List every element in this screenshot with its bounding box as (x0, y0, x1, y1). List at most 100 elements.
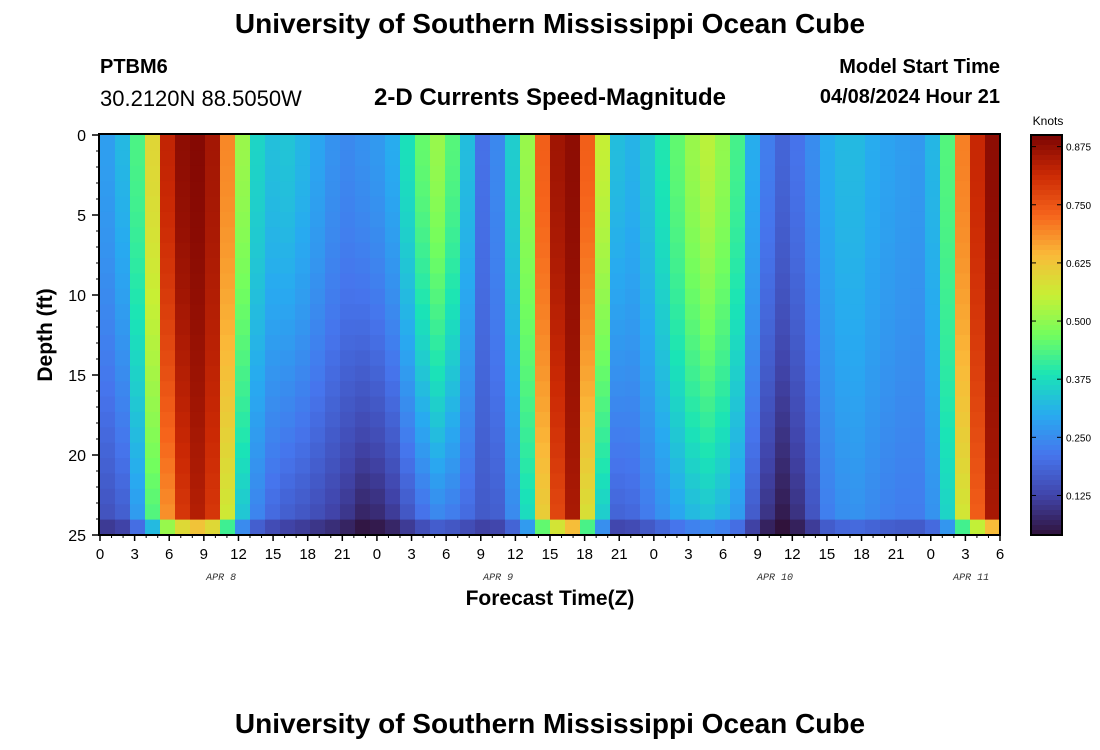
heat-cell (490, 242, 506, 259)
heat-cell (100, 473, 116, 490)
heat-cell (280, 165, 296, 182)
heat-cell (310, 181, 326, 198)
heat-cell (775, 288, 791, 305)
colorbar-segment (1031, 485, 1062, 491)
heat-cell (625, 319, 641, 336)
heat-cell (895, 381, 911, 398)
heat-cell (295, 242, 311, 259)
heat-cell (580, 304, 596, 321)
heat-cell (100, 181, 116, 198)
heat-cell (400, 304, 416, 321)
heat-cell (760, 473, 776, 490)
heat-cell (385, 427, 401, 444)
heat-cell (535, 458, 551, 475)
heat-cell (760, 258, 776, 275)
heat-cell (760, 396, 776, 413)
heat-cell (175, 473, 191, 490)
heat-cell (340, 350, 356, 367)
heat-cell (550, 304, 566, 321)
heat-cell (580, 273, 596, 290)
heat-cell (985, 258, 1001, 275)
heat-cell (295, 473, 311, 490)
heat-cell (475, 227, 491, 244)
heat-cell (985, 365, 1001, 382)
heat-cell (700, 150, 716, 167)
heat-cell (490, 519, 506, 536)
heat-cell (850, 365, 866, 382)
heat-cell (115, 504, 131, 521)
colorbar-segment (1031, 310, 1062, 316)
heat-cell (700, 504, 716, 521)
heat-cell (475, 442, 491, 459)
heat-cell (115, 365, 131, 382)
colorbar-segment (1031, 280, 1062, 286)
colorbar-segment (1031, 430, 1062, 436)
heat-cell (265, 519, 281, 536)
heat-cell (655, 427, 671, 444)
heat-cell (985, 165, 1001, 182)
heat-cell (985, 181, 1001, 198)
heat-cell (880, 381, 896, 398)
heat-cell (730, 319, 746, 336)
heat-cell (460, 258, 476, 275)
heat-cell (160, 350, 176, 367)
heat-cell (535, 427, 551, 444)
heat-cell (655, 165, 671, 182)
heat-cell (385, 150, 401, 167)
heat-cell (895, 488, 911, 505)
heat-cell (430, 335, 446, 351)
heat-cell (985, 488, 1001, 505)
heat-cell (970, 458, 986, 475)
heat-cell (445, 211, 461, 228)
heat-cell (385, 135, 401, 151)
heat-cell (895, 288, 911, 305)
heat-cell (685, 458, 701, 475)
heat-cell (805, 242, 821, 259)
heat-cell (685, 319, 701, 336)
heat-cell (280, 181, 296, 198)
heat-cell (310, 150, 326, 167)
heat-cell (325, 335, 341, 351)
x-tick-label: 18 (853, 546, 870, 563)
colorbar-segment (1031, 140, 1062, 146)
heat-cell (115, 473, 131, 490)
colorbar-segment (1031, 365, 1062, 371)
heat-cell (640, 335, 656, 351)
heat-cell (820, 227, 836, 244)
heat-cell (835, 519, 851, 536)
heat-cell (190, 211, 206, 228)
heat-cell (235, 488, 251, 505)
heat-cell (190, 427, 206, 444)
heat-cell (280, 473, 296, 490)
heat-cell (295, 211, 311, 228)
heat-cell (550, 473, 566, 490)
heat-cell (430, 135, 446, 151)
heat-cell (625, 381, 641, 398)
heat-cell (550, 150, 566, 167)
heat-cell (760, 242, 776, 259)
heat-cell (790, 442, 806, 459)
heat-cell (160, 335, 176, 351)
heat-cell (235, 411, 251, 428)
heat-cell (655, 304, 671, 321)
heat-cell (955, 365, 971, 382)
heat-cell (460, 242, 476, 259)
heat-cell (460, 411, 476, 428)
heat-cell (835, 258, 851, 275)
heat-cell (325, 442, 341, 459)
heat-cell (340, 304, 356, 321)
heat-cell (715, 519, 731, 536)
heat-cell (985, 335, 1001, 351)
heat-cell (220, 181, 236, 198)
heat-cell (175, 319, 191, 336)
heat-cell (115, 211, 131, 228)
heat-cell (415, 381, 431, 398)
colorbar-segment (1031, 145, 1062, 151)
heat-cell (175, 165, 191, 182)
heat-cell (220, 411, 236, 428)
heat-cell (970, 335, 986, 351)
heat-cell (640, 135, 656, 151)
heat-cell (565, 335, 581, 351)
heat-cell (520, 411, 536, 428)
